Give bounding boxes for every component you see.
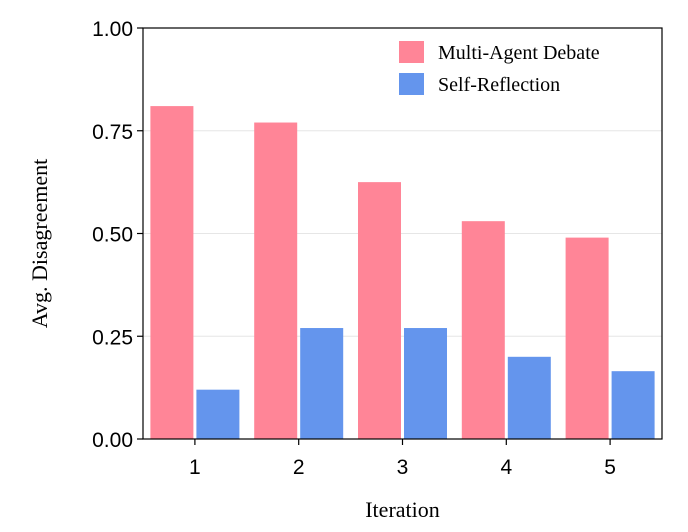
- x-tick-label: 5: [604, 456, 616, 479]
- x-axis-label: Iteration: [365, 497, 440, 522]
- bar-multi-agent-debate: [565, 237, 609, 439]
- legend-swatch: [399, 73, 424, 95]
- y-tick-label: 0.50: [92, 224, 133, 247]
- x-tick-label: 4: [500, 456, 512, 479]
- y-tick-label: 0.00: [92, 429, 133, 452]
- y-tick-label: 1.00: [92, 18, 133, 41]
- bar-multi-agent-debate: [461, 221, 505, 439]
- legend-label: Self-Reflection: [438, 74, 560, 96]
- x-tick-label: 3: [397, 456, 409, 479]
- bar-self-reflection: [196, 389, 240, 439]
- bar-multi-agent-debate: [358, 182, 401, 439]
- bar-multi-agent-debate: [254, 122, 298, 439]
- x-tick-label: 2: [293, 456, 305, 479]
- bars: [150, 106, 655, 439]
- x-tick-label: 1: [189, 456, 201, 479]
- y-axis-label: Avg. Disagreement: [27, 159, 52, 328]
- bar-multi-agent-debate: [150, 106, 194, 439]
- bar-self-reflection: [404, 328, 447, 439]
- bar-self-reflection: [507, 356, 551, 439]
- bar-self-reflection: [300, 328, 344, 439]
- legend-swatch: [399, 41, 424, 63]
- x-axis: 1 2 3 4 5: [189, 439, 616, 479]
- y-axis: 0.00 0.25 0.50 0.75 1.00: [92, 18, 143, 452]
- y-tick-label: 0.75: [92, 121, 133, 144]
- legend: Multi-Agent Debate Self-Reflection: [399, 41, 600, 96]
- y-tick-label: 0.25: [92, 326, 133, 349]
- bar-self-reflection: [611, 371, 655, 439]
- legend-label: Multi-Agent Debate: [438, 42, 600, 64]
